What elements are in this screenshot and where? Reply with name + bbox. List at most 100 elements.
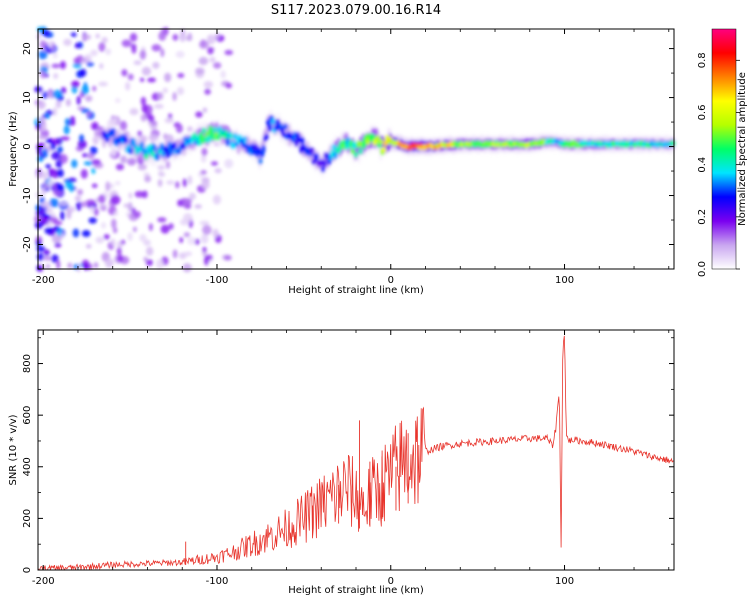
snr-panel: -200 -100 0 100 0 200 400 600 800 Height of str… [8,329,675,596]
spectrogram-ridge-blob [309,147,315,155]
spectrogram-ridge-blob [201,127,207,134]
spectrogram-noise-blob [43,255,52,261]
spectrogram-ridge-blob [200,135,205,144]
snr-y-tick-label: 0 [22,567,33,573]
spectrogram-noise-blob [55,160,63,169]
spectrogram-noise-blob [85,199,96,205]
spectrogram-noise-blob [56,168,64,178]
spectrogram-noise-blob [195,111,203,118]
spectrogram-noise-blob [103,234,110,240]
spectrogram-noise-blob [144,175,152,183]
spectrogram-ridge-blob [261,144,266,154]
spectrogram-noise-blob [127,232,133,241]
spectrogram-noise-blob [132,226,137,233]
spectrogram-noise-blob [41,186,46,197]
spectrogram-noise-blob [51,254,59,263]
spectrogram-noise-blob [79,134,85,143]
spectrogram-y-tick-label: 10 [22,91,33,104]
spectrogram-noise-blob [73,263,79,270]
spectrogram-noise-blob [121,69,128,77]
spectrogram-noise-blob [203,80,214,89]
spectrogram-noise-blob [44,227,53,235]
spectrogram-noise-blob [225,82,233,89]
colorbar-tick-label: 0.2 [697,209,708,225]
colorbar-frame [711,28,737,270]
spectrogram-noise-blob [139,234,147,242]
spectrogram-ridge-blob [331,144,337,150]
spectrogram-noise-blob [202,107,208,113]
spectrogram-noise-blob [212,194,221,205]
spectrogram-noise-blob [84,53,92,64]
spectrogram-noise-blob [71,159,78,169]
spectrogram-noise-blob [128,192,133,199]
spectrogram-noise-blob [199,220,210,226]
spectrogram-noise-blob [60,60,66,70]
figure-title: S117.2023.079.00.16.R14 [271,3,441,18]
spectrogram-noise-blob [72,62,82,69]
spectrogram-noise-blob [200,154,207,163]
spectrogram-noise-blob [40,122,47,132]
spectrogram-noise-blob [153,103,164,109]
spectrogram-noise-blob [53,72,59,80]
spectrogram-noise-blob [45,163,52,169]
spectrogram-noise-blob [200,39,206,48]
spectrogram-noise-blob [186,126,193,132]
colorbar-tick-label: 0.6 [697,105,708,121]
spectrogram-noise-blob [47,168,57,174]
spectrogram-noise-blob [179,33,186,42]
spectrogram-noise-blob [53,138,62,146]
spectrogram-noise-blob [119,120,128,131]
spectrogram-noise-blob [202,224,212,235]
spectrogram-noise-blob [148,223,153,232]
spectrogram-noise-blob [194,204,202,209]
spectrogram-noise-blob [209,56,216,63]
spectrogram-noise-blob [215,32,220,40]
spectrogram-ridge-blob [350,148,355,154]
spectrogram-noise-blob [160,224,170,234]
spectrogram-ridge-blob [671,140,676,147]
spectrogram-noise-blob [98,81,108,87]
spectrogram-noise-blob [81,230,91,238]
spectrogram-noise-blob [133,210,141,218]
spectrogram-noise-blob [113,210,119,216]
spectrogram-noise-blob [93,208,99,216]
colorbar-ticks: 0.0 0.2 0.4 0.6 0.8 [697,52,740,277]
spectrogram-noise-blob [140,96,147,106]
spectrogram-noise-blob [202,246,207,252]
spectrogram-noise-blob [172,91,177,101]
spectrogram-noise-blob [89,146,98,155]
spectrogram-noise-blob [183,213,193,223]
spectrogram-noise-blob [127,73,134,81]
spectrogram-noise-blob [114,97,121,104]
spectrogram-y-axis-label: Frequency (Hz) [8,111,19,187]
spectrogram-noise-blob [65,98,71,107]
spectrogram-noise-blob [147,77,157,83]
spectrogram-noise-blob [156,259,164,269]
spectrogram-ridge-blob [212,126,218,133]
spectrogram-noise-blob [198,56,209,66]
spectrogram-ridge-blob [356,140,362,148]
spectrogram-noise-blob [91,183,98,188]
spectrogram-ridge-blob [283,123,288,130]
spectrogram-noise-blob [48,171,53,178]
spectrogram-ridge-blob [225,137,230,147]
spectrogram-noise-blob [86,61,94,67]
spectrogram-noise-blob [85,244,92,249]
spectrogram-noise-blob [116,254,124,263]
spectrogram-noise-blob [111,218,117,229]
spectrogram-noise-blob [157,165,166,170]
spectrogram-noise-blob [148,115,155,123]
spectrogram-noise-blob [101,37,108,44]
spectrogram-noise-blob [36,100,46,110]
spectrogram-noise-blob [47,179,54,186]
spectrogram-noise-blob [123,203,129,208]
spectrogram-noise-blob [183,203,192,210]
spectrogram-x-tick-label: 100 [555,275,574,286]
spectrogram-noise-blob [81,84,90,95]
spectrogram-ridge-blob [300,137,305,145]
spectrogram-ridge-blob [267,123,273,132]
spectrogram-noise-blob [60,136,70,141]
spectrogram-ridge-blob [161,151,166,158]
spectrogram-ridge-blob [216,134,221,141]
